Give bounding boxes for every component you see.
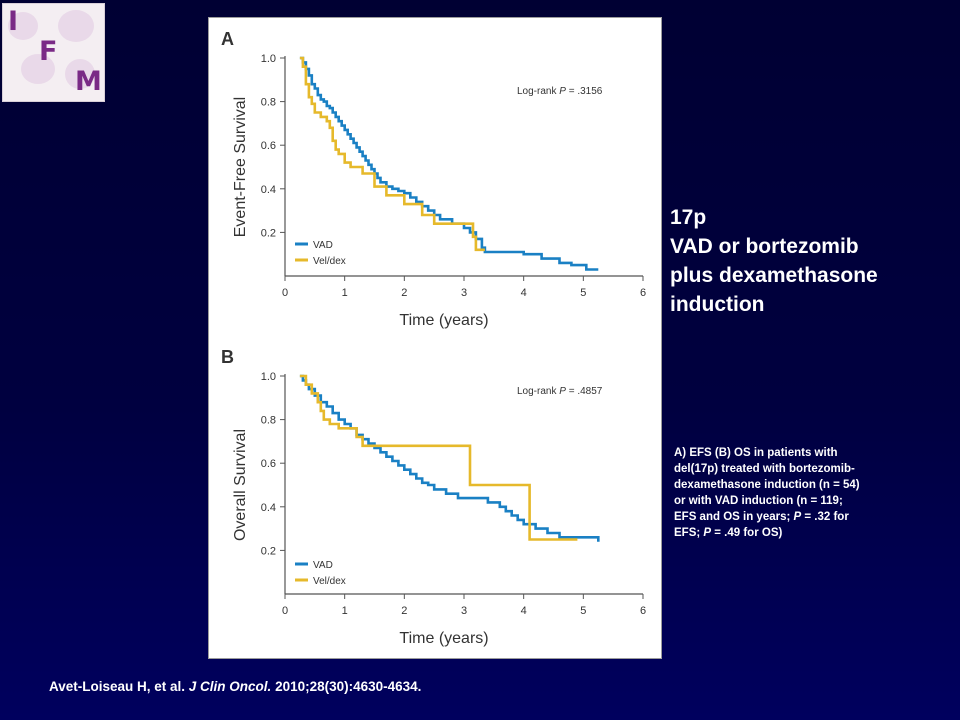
panel-a-series-vad [299, 56, 599, 271]
panel-b-series-veldex [299, 374, 578, 541]
kaplan-meier-charts: A 0 1 2 3 4 5 6 0.2 0.4 0.6 0.8 1.0 Time (years) Event… [221, 29, 646, 647]
panel-b-y-axis-label: Overall Survival [232, 429, 249, 541]
panel-b-x-tick-label: 2 [401, 605, 407, 617]
panel-b-x-tick-label: 5 [580, 605, 586, 617]
panel-b-x-axis-label: Time (years) [399, 630, 488, 647]
panel-a-y-tick-label: 1.0 [261, 53, 276, 65]
panel-a-x-tick-label: 1 [342, 287, 348, 299]
slide-title: 17p VAD or bortezomib plus dexamethasone… [670, 203, 950, 319]
title-line-1: 17p [670, 206, 707, 229]
panel-b-x-tick-label: 4 [521, 605, 527, 617]
title-line-2: VAD or bortezomib [670, 235, 859, 258]
panel-b-y-tick-label: 0.8 [261, 415, 276, 427]
title-line-3: plus dexamethasone [670, 264, 878, 287]
panel-b-x-tick-label: 0 [282, 605, 288, 617]
panel-a-y-tick-label: 0.8 [261, 97, 276, 109]
panel-b-x-tick-label: 1 [342, 605, 348, 617]
logo-letter-m: M [75, 66, 102, 97]
kaplan-meier-figure: A 0 1 2 3 4 5 6 0.2 0.4 0.6 0.8 1.0 Time (years) Event… [208, 17, 662, 659]
panel-b-legend-label: Vel/dex [313, 576, 346, 587]
panel-a-y-tick-label: 0.4 [261, 184, 276, 196]
citation: Avet-Loiseau H, et al. J Clin Oncol. 201… [49, 679, 422, 694]
panel-a-x-axis-label: Time (years) [399, 312, 488, 329]
panel-b-label: B [221, 347, 234, 367]
panel-b-x-tick-label: 3 [461, 605, 467, 617]
logo-letter-f: F [39, 36, 58, 67]
panel-a-label: A [221, 29, 234, 49]
panel-a-series-veldex [299, 56, 485, 252]
logo-letter-i: I [8, 6, 19, 37]
panel-b-x-tick-label: 6 [640, 605, 646, 617]
panel-a-legend-label: VAD [313, 240, 333, 251]
ifm-logo: I F M [2, 3, 105, 102]
figure-caption: A) EFS (B) OS in patients with del(17p) … [674, 447, 860, 539]
title-line-4: induction [670, 293, 765, 316]
panel-b-y-tick-label: 0.6 [261, 458, 276, 470]
panel-a-x-tick-label: 6 [640, 287, 646, 299]
panel-a-y-tick-label: 0.6 [261, 140, 276, 152]
panel-a-x-tick-label: 5 [580, 287, 586, 299]
panel-a-x-tick-label: 2 [401, 287, 407, 299]
panel-a-x-tick-label: 4 [521, 287, 527, 299]
panel-a-x-tick-label: 0 [282, 287, 288, 299]
panel-b-series-vad [299, 374, 600, 542]
panel-b-y-tick-label: 0.4 [261, 502, 276, 514]
panel-a-log-rank-annotation: Log-rank P = .3156 [517, 86, 603, 97]
panel-b-y-tick-label: 0.2 [261, 545, 276, 557]
panel-a-y-axis-label: Event-Free Survival [232, 97, 249, 238]
panel-a-x-tick-label: 3 [461, 287, 467, 299]
panel-b-legend-label: VAD [313, 560, 333, 571]
panel-b-y-tick-label: 1.0 [261, 371, 276, 383]
panel-a-legend-label: Vel/dex [313, 256, 346, 267]
panel-b-log-rank-annotation: Log-rank P = .4857 [517, 386, 603, 397]
panel-a-y-tick-label: 0.2 [261, 227, 276, 239]
